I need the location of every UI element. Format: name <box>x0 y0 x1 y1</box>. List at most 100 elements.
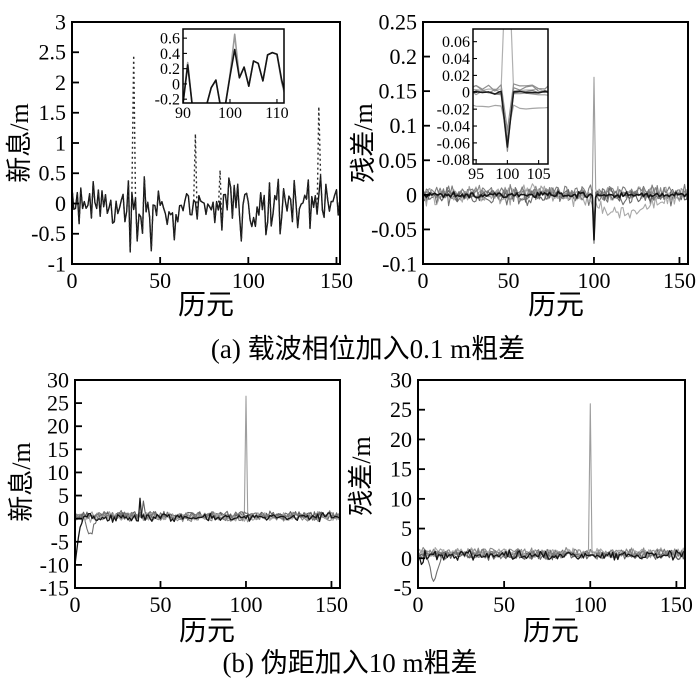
y-axis-label-residual-top: 残差/m <box>349 103 378 183</box>
residual-pseudorange-y-tick-label: 15 <box>390 457 412 482</box>
residual-pseudorange-y-tick-label: 10 <box>390 486 412 511</box>
innovation-carrier-phase-x-tick-label: 0 <box>67 268 78 293</box>
innovation-carrier-phase-inset-y-tick-label: 0 <box>172 76 180 93</box>
series-residual-sat-5 <box>418 548 685 561</box>
residual-carrier-phase-inset-y-tick-label: 0.02 <box>442 68 470 85</box>
series-innovation-normal <box>72 175 340 253</box>
residual-pseudorange-x-tick-label: 50 <box>493 592 515 617</box>
residual-carrier-phase-inset-plot-area <box>473 29 548 164</box>
innovation-carrier-phase-inset-axes-box <box>182 28 285 104</box>
innovation-pseudorange-axes-box <box>74 379 341 589</box>
residual-pseudorange-y-tick-label: 5 <box>401 516 412 541</box>
residual-carrier-phase-inset-y-tick-label: 0 <box>462 85 470 102</box>
innovation-pseudorange-y-tick-label: 25 <box>47 391 69 416</box>
residual-carrier-phase-series-group <box>423 76 688 244</box>
series-inset-residual-mean <box>473 90 548 148</box>
residual-carrier-phase-inset-x-tick-label: 105 <box>527 166 551 183</box>
innovation-pseudorange-x-tick-label: 100 <box>229 592 262 617</box>
innovation-pseudorange-y-tick-label: 5 <box>58 483 69 508</box>
residual-carrier-phase-y-tick-label: 0.2 <box>390 44 418 69</box>
residual-pseudorange-y-tick-label: -5 <box>394 575 412 600</box>
innovation-carrier-phase-y-tick-label: 1.5 <box>39 100 67 125</box>
residual-carrier-phase-inset-x-tick-label: 100 <box>495 166 519 183</box>
residual-pseudorange-y-tick-label: 0 <box>401 546 412 571</box>
series-residual-mean <box>423 190 688 241</box>
residual-carrier-phase-y-tick-label: 0.1 <box>390 113 418 138</box>
residual-carrier-phase-inset-x-tick-label: 95 <box>468 166 484 183</box>
innovation-carrier-phase-y-tick-label: 2.5 <box>39 40 67 65</box>
residual-carrier-phase-inset-y-tick-label: -0.04 <box>437 118 470 135</box>
x-axis-label-bottom-right: 历元 <box>522 616 579 647</box>
residual-pseudorange-y-tick-label: 30 <box>390 367 412 392</box>
innovation-carrier-phase-series-group <box>72 54 340 253</box>
caption-a: (a) 载波相位加入0.1 m粗差 <box>210 334 526 364</box>
residual-pseudorange-y-tick-label: 20 <box>390 427 412 452</box>
innovation-carrier-phase-inset-y-tick-label: 0.6 <box>160 31 180 48</box>
residual-carrier-phase-x-tick-label: 0 <box>418 268 429 293</box>
innovation-carrier-phase-y-tick-label: 1 <box>55 130 66 155</box>
residual-carrier-phase-x-tick-label: 150 <box>663 268 696 293</box>
series-residual-sat-5 <box>423 183 688 230</box>
residual-carrier-phase-inset-y-tick-label: 0.06 <box>442 34 470 51</box>
innovation-carrier-phase-x-tick-label: 50 <box>149 268 171 293</box>
innovation-pseudorange-y-tick-label: -10 <box>40 552 69 577</box>
x-axis-label-top-left: 历元 <box>177 290 234 321</box>
innovation-pseudorange-y-tick-label: -5 <box>51 529 69 554</box>
innovation-carrier-phase-inset-y-tick-label: 0.4 <box>160 46 180 63</box>
residual-pseudorange-x-tick-label: 150 <box>660 592 693 617</box>
series-innovation-mean <box>75 497 340 565</box>
innovation-pseudorange-plot-area <box>75 380 340 588</box>
residual-carrier-phase-plot-area <box>423 22 688 264</box>
innovation-carrier-phase-inset-x-tick-label: 90 <box>175 105 191 122</box>
residual-carrier-phase-x-tick-label: 100 <box>577 268 610 293</box>
y-axis-label-innovation-bottom: 新息/m <box>7 442 36 522</box>
residual-carrier-phase-y-tick-label: 0.15 <box>379 79 418 104</box>
innovation-pseudorange-y-tick-label: 15 <box>47 437 69 462</box>
residual-pseudorange-y-tick-label: 25 <box>390 397 412 422</box>
innovation-carrier-phase-y-tick-label: -0.5 <box>31 221 66 246</box>
innovation-carrier-phase-y-tick-label: 2 <box>55 70 66 95</box>
innovation-carrier-phase-inset-y-tick-label: -0.2 <box>155 92 180 109</box>
residual-carrier-phase-axes-box <box>422 21 689 265</box>
caption-b: (b) 伪距加入10 m粗差 <box>222 648 478 678</box>
innovation-carrier-phase-x-tick-label: 100 <box>232 268 265 293</box>
residual-carrier-phase-inset-y-tick-label: -0.08 <box>437 152 470 169</box>
series-residual-sat-6 <box>423 183 688 227</box>
series-inset-innovation-black <box>183 48 284 103</box>
residual-carrier-phase-inset-series-group <box>473 29 548 152</box>
innovation-carrier-phase-inset-x-tick-label: 110 <box>265 105 288 122</box>
residual-pseudorange-series-group <box>418 403 685 582</box>
innovation-carrier-phase-inset-x-tick-label: 100 <box>218 105 242 122</box>
residual-carrier-phase-inset-y-tick-label: -0.02 <box>437 102 470 119</box>
innovation-carrier-phase-x-tick-label: 150 <box>320 268 353 293</box>
innovation-pseudorange-y-tick-label: -15 <box>40 575 69 600</box>
residual-carrier-phase-y-tick-label: 0.25 <box>379 9 418 34</box>
residual-carrier-phase-y-tick-label: -0.05 <box>371 217 417 242</box>
x-axis-label-bottom-left: 历元 <box>178 616 235 647</box>
innovation-pseudorange-series-group <box>75 395 340 565</box>
innovation-pseudorange-x-tick-label: 0 <box>70 592 81 617</box>
residual-carrier-phase-inset-y-tick-label: -0.06 <box>437 135 470 152</box>
y-axis-label-innovation-top: 新息/m <box>5 103 34 183</box>
y-axis-label-residual-bottom: 残差/m <box>347 436 376 516</box>
residual-pseudorange-x-tick-label: 0 <box>413 592 424 617</box>
residual-carrier-phase-x-tick-label: 50 <box>497 268 519 293</box>
residual-pseudorange-x-tick-label: 100 <box>574 592 607 617</box>
residual-carrier-phase-y-tick-label: 0.05 <box>379 148 418 173</box>
innovation-carrier-phase-y-tick-label: -1 <box>48 251 66 276</box>
residual-carrier-phase-y-tick-label: 0 <box>406 182 417 207</box>
innovation-carrier-phase-y-tick-label: 0 <box>55 191 66 216</box>
innovation-carrier-phase-y-tick-label: 0.5 <box>39 161 67 186</box>
innovation-pseudorange-y-tick-label: 20 <box>47 414 69 439</box>
innovation-pseudorange-x-tick-label: 50 <box>149 592 171 617</box>
series-residual-mean <box>418 549 685 566</box>
residual-pseudorange-axes-box <box>417 379 686 589</box>
innovation-pseudorange-x-tick-label: 150 <box>315 592 348 617</box>
innovation-carrier-phase-inset-series-group <box>183 33 284 103</box>
innovation-pseudorange-y-tick-label: 30 <box>47 367 69 392</box>
innovation-carrier-phase-y-tick-label: 3 <box>55 9 66 34</box>
innovation-carrier-phase-inset-y-tick-label: 0.2 <box>160 61 180 78</box>
x-axis-label-top-right: 历元 <box>527 290 584 321</box>
